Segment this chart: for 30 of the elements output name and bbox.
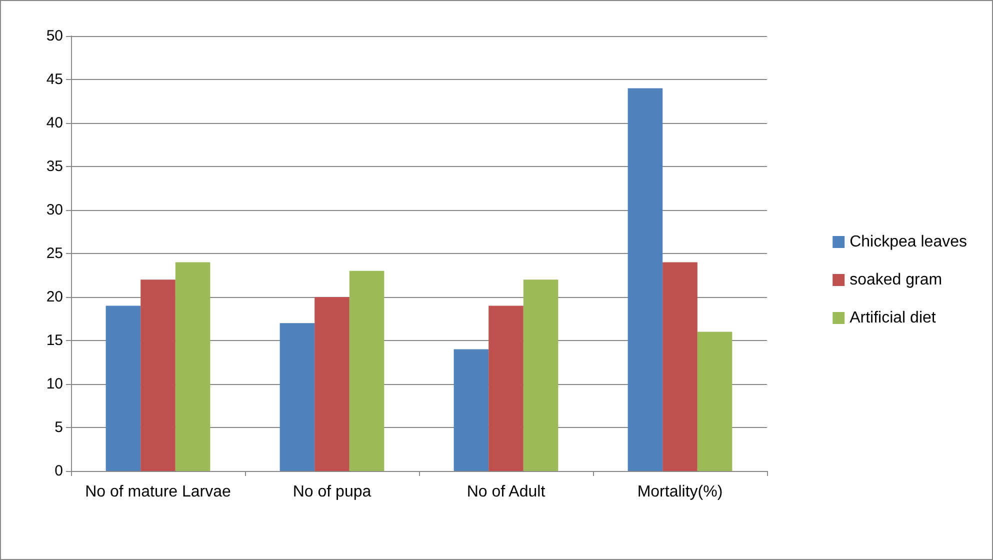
x-tick-label: No of mature Larvae	[85, 484, 232, 500]
bar	[454, 349, 489, 471]
bar	[314, 297, 350, 471]
legend-label: Artificial diet	[850, 310, 936, 326]
bar	[280, 323, 315, 471]
x-tick-label: No of pupa	[292, 484, 372, 500]
y-tick-label: 10	[46, 376, 63, 392]
legend-label: soaked gram	[850, 272, 942, 288]
y-tick-label: 15	[46, 332, 63, 349]
bar	[349, 270, 384, 471]
x-tick-label: No of Adult	[466, 484, 546, 500]
y-tick-label: 40	[46, 114, 63, 132]
y-tick-label: 50	[46, 28, 63, 44]
bar	[697, 332, 732, 471]
bar	[488, 306, 524, 471]
y-tick-label: 0	[54, 462, 63, 480]
y-tick-label: 20	[46, 288, 63, 306]
x-tick-label: Mortality(%)	[637, 484, 723, 500]
bar	[106, 306, 141, 471]
bar	[175, 262, 210, 471]
bar	[523, 280, 558, 471]
bar	[662, 262, 698, 471]
bar	[140, 280, 176, 471]
y-tick-label: 35	[46, 158, 63, 175]
y-tick-label: 5	[54, 419, 63, 436]
bar	[628, 88, 663, 471]
y-tick-label: 30	[46, 202, 63, 218]
y-tick-label: 45	[46, 71, 63, 88]
legend-label: Chickpea leaves	[850, 234, 968, 250]
y-tick-label: 25	[46, 245, 63, 262]
